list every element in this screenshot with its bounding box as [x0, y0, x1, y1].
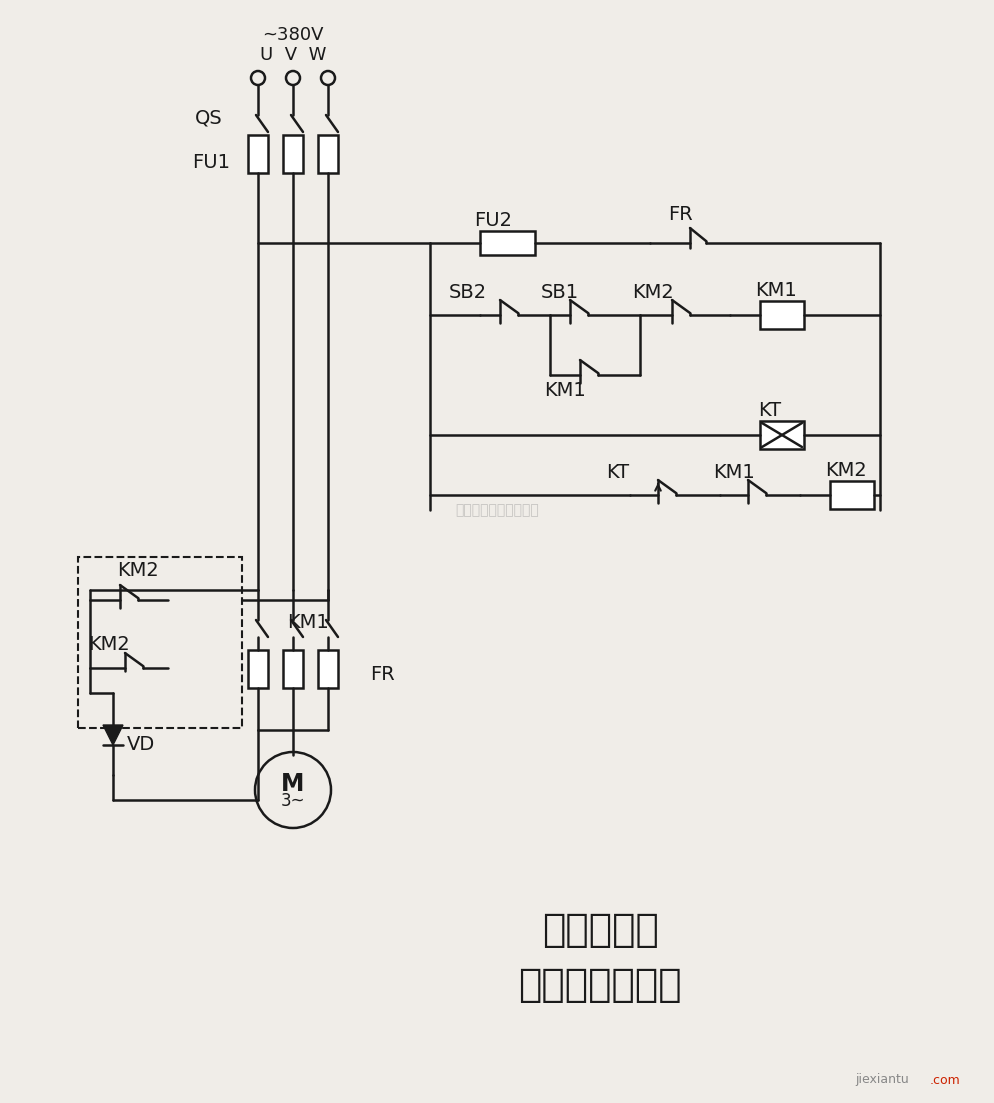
Polygon shape — [103, 725, 123, 745]
Bar — [760, 301, 804, 329]
Text: 耗制动控制电路: 耗制动控制电路 — [518, 966, 682, 1004]
Bar — [283, 650, 303, 688]
Bar — [318, 135, 338, 173]
Bar — [760, 421, 804, 449]
Text: M: M — [281, 772, 305, 796]
Text: VD: VD — [127, 736, 155, 754]
Bar — [480, 231, 535, 255]
Bar — [283, 135, 303, 173]
Bar — [318, 650, 338, 688]
Text: FU1: FU1 — [192, 153, 230, 172]
Text: 3~: 3~ — [280, 792, 305, 810]
Text: SB1: SB1 — [541, 283, 580, 302]
Text: KM1: KM1 — [713, 463, 754, 482]
Bar — [830, 481, 874, 508]
Text: FR: FR — [370, 665, 395, 685]
Text: KT: KT — [758, 401, 781, 420]
Text: QS: QS — [195, 108, 223, 128]
Text: jiexiantu: jiexiantu — [855, 1073, 909, 1086]
Bar — [248, 650, 268, 688]
Text: KT: KT — [606, 463, 629, 482]
Text: KM2: KM2 — [117, 560, 159, 579]
Bar — [248, 135, 268, 173]
Text: KM1: KM1 — [544, 382, 585, 400]
Text: FR: FR — [668, 205, 693, 225]
Text: ~380V: ~380V — [262, 26, 324, 44]
Text: KM2: KM2 — [88, 635, 130, 654]
Text: U  V  W: U V W — [259, 46, 326, 64]
Text: KM2: KM2 — [632, 283, 674, 302]
Text: KM1: KM1 — [755, 281, 797, 300]
Text: SB2: SB2 — [449, 283, 487, 302]
Bar — [78, 557, 242, 728]
Text: KM1: KM1 — [287, 612, 329, 632]
Text: .com: .com — [930, 1073, 961, 1086]
Text: KM2: KM2 — [825, 461, 867, 481]
Text: 杭州将睿科技有限公司: 杭州将睿科技有限公司 — [455, 503, 539, 517]
Text: 单管整流能: 单管整流能 — [542, 911, 658, 949]
Text: FU2: FU2 — [474, 212, 512, 231]
